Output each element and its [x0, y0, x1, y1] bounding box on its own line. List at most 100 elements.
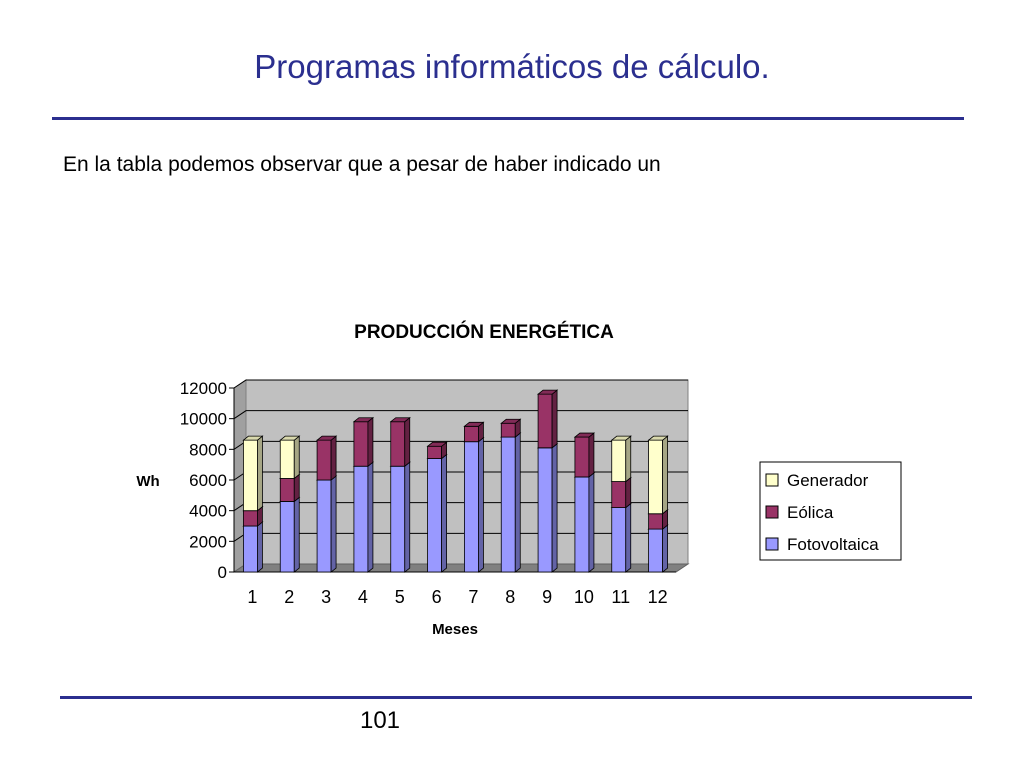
bar-front: [537, 393, 553, 449]
bar-front: [316, 479, 332, 573]
bar-segment: [463, 436, 485, 573]
bar-top: [426, 441, 448, 447]
bar-front: [574, 476, 590, 573]
legend-swatch: [765, 473, 779, 487]
x-tick-label: 6: [432, 587, 442, 607]
bar-side: [367, 461, 374, 573]
bar-front: [243, 439, 258, 512]
legend-swatch: [765, 505, 779, 519]
bar-front: [390, 421, 406, 467]
bar-side: [625, 435, 632, 483]
y-tick-label: 8000: [189, 440, 227, 459]
bar-side: [404, 461, 411, 573]
bar-front: [427, 445, 442, 459]
x-tick-label: 2: [284, 587, 294, 607]
y-tick-label: 6000: [189, 471, 227, 490]
bar-segment: [279, 496, 301, 573]
bar-segment: [463, 421, 485, 443]
bar-segment: [389, 416, 411, 468]
bar-side: [441, 453, 447, 573]
x-tick-label: 7: [468, 587, 478, 607]
bar-segment: [426, 453, 448, 573]
chart-legend: Generador Eólica Fotovoltaica: [759, 461, 902, 561]
x-tick-label: 5: [395, 587, 405, 607]
bar-top: [315, 435, 338, 441]
bar-side: [551, 389, 558, 449]
bar-front: [500, 436, 516, 573]
bar-side: [330, 435, 337, 481]
x-tick-label: 9: [542, 587, 552, 607]
footer-divider: [60, 696, 972, 699]
bar-side: [330, 475, 337, 573]
bar-side: [293, 473, 300, 503]
bar-front: [648, 528, 663, 573]
bar-top: [610, 435, 632, 441]
y-axis-label: Wh: [136, 473, 159, 490]
bar-segment: [610, 476, 632, 509]
bar-segment: [352, 461, 375, 573]
bar-front: [648, 513, 663, 530]
bar-side: [514, 432, 521, 573]
bar-side: [625, 502, 632, 573]
bar-segment: [352, 416, 375, 468]
bar-front: [353, 421, 369, 467]
bar-segment: [500, 432, 522, 573]
bar-front: [353, 465, 369, 573]
y-tick-label: 10000: [180, 410, 227, 429]
bar-segment: [315, 475, 338, 573]
bar-segment: [647, 435, 669, 515]
bar-front: [611, 439, 627, 482]
bar-top: [647, 435, 669, 441]
x-tick-label: 3: [321, 587, 331, 607]
bar-segment: [426, 441, 448, 460]
bar-front: [390, 465, 406, 573]
bar-top: [500, 418, 522, 424]
bar-top: [573, 432, 596, 438]
title-divider: [52, 117, 964, 120]
x-tick-label: 10: [574, 587, 594, 607]
bar-top: [352, 417, 375, 423]
bar-side: [257, 521, 263, 573]
x-axis-label: Meses: [432, 621, 478, 638]
x-tick-label: 12: [648, 587, 668, 607]
bar-segment: [315, 435, 338, 481]
body-text: En la tabla podemos observar que a pesar…: [63, 153, 661, 176]
bar-side: [588, 472, 595, 573]
bar-side: [588, 432, 595, 478]
slide-title: Programas informáticos de cálculo.: [254, 48, 770, 85]
bar-front: [427, 458, 442, 573]
bar-side: [662, 524, 668, 573]
bar-segment: [573, 432, 596, 478]
bar-side: [662, 435, 668, 515]
bar-front: [537, 447, 553, 573]
bar-segment: [610, 435, 632, 483]
bar-front: [500, 422, 516, 438]
bar-front: [316, 439, 332, 481]
bar-front: [279, 439, 295, 479]
legend-swatch: [765, 537, 779, 551]
bar-side: [404, 416, 411, 468]
bar-segment: [389, 461, 411, 573]
bar-side: [257, 435, 263, 512]
legend-label: Fotovoltaica: [787, 535, 879, 554]
page-number: 101: [359, 707, 401, 734]
bar-side: [293, 435, 300, 480]
y-tick-label: 0: [218, 563, 227, 582]
gridline: [233, 379, 688, 389]
bar-front: [243, 510, 258, 527]
bar-front: [648, 439, 663, 515]
bar-front: [464, 441, 479, 573]
bar-side: [367, 416, 374, 468]
bar-side: [293, 496, 300, 573]
bar-front: [611, 507, 627, 573]
x-tick-label: 1: [247, 587, 257, 607]
bar-segment: [536, 442, 559, 573]
y-tick-label: 2000: [189, 532, 227, 551]
bar-segment: [536, 389, 559, 449]
y-tick-label: 12000: [180, 379, 227, 398]
bar-segment: [242, 521, 264, 573]
legend-box: [759, 461, 902, 561]
bar-front: [574, 436, 590, 478]
bar-segment: [279, 435, 301, 480]
